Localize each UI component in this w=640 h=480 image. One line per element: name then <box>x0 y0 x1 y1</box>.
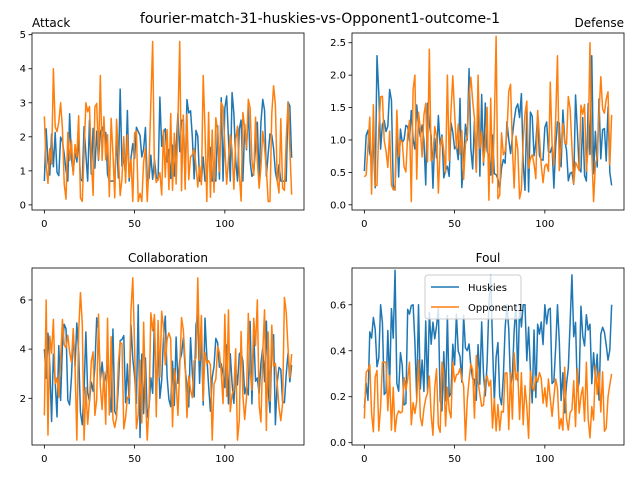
y-tick-label: 0.6 <box>330 300 346 311</box>
legend: Huskies Opponent1 <box>424 274 524 320</box>
y-tick-label: 1 <box>20 166 26 177</box>
series-line-opponent1-defense <box>363 35 613 203</box>
series-line-huskies-foul <box>363 269 613 414</box>
axes-frame <box>351 267 625 446</box>
axes-frame <box>31 32 305 211</box>
series-line-opponent1-attack <box>43 40 293 203</box>
subplot-foul: 0 50 100 0.0 0.2 0.4 0.6 Foul <box>330 251 625 465</box>
y-tick-label: 2.5 <box>330 38 346 49</box>
x-tick-label: 0 <box>361 219 367 230</box>
x-tick-label: 50 <box>448 219 461 230</box>
legend-box <box>424 274 522 320</box>
y-tick-label: 1.0 <box>330 135 346 146</box>
y-tick-label: 2.0 <box>330 71 346 82</box>
y-tick-label: 2 <box>20 394 26 405</box>
x-tick-label: 100 <box>535 219 554 230</box>
series-line-huskies-collaboration <box>43 304 293 439</box>
y-tick-label: 6 <box>20 295 26 306</box>
legend-label-opponent1: Opponent1 <box>468 303 524 314</box>
subplot-title-attack: Attack <box>32 16 70 30</box>
series-line-opponent1-foul <box>363 352 613 442</box>
subplot-attack: 0 50 100 0 1 2 3 4 5 Attack <box>20 16 305 230</box>
y-tick-label: 0.0 <box>330 438 346 449</box>
subplot-defense: 0 50 100 0.0 0.5 1.0 1.5 2.0 2.5 Defense <box>330 16 625 230</box>
x-tick-label: 0 <box>361 454 367 465</box>
y-tick-label: 0.2 <box>330 392 346 403</box>
series-line-opponent1-collaboration <box>43 277 293 441</box>
x-tick-label: 100 <box>215 454 234 465</box>
subplot-title-collaboration: Collaboration <box>128 251 208 265</box>
y-tick-label: 4 <box>20 345 26 356</box>
y-tick-label: 0 <box>20 200 26 211</box>
x-tick-label: 50 <box>128 454 141 465</box>
y-tick-label: 4 <box>20 64 26 75</box>
figure-suptitle: fourier-match-31-huskies-vs-Opponent1-ou… <box>140 11 500 27</box>
y-tick-label: 0.4 <box>330 346 346 357</box>
x-tick-label: 50 <box>448 454 461 465</box>
x-tick-label: 0 <box>41 454 47 465</box>
subplot-collaboration: 0 50 100 2 4 6 Collaboration <box>20 251 305 465</box>
y-tick-label: 3 <box>20 98 26 109</box>
x-tick-label: 50 <box>128 219 141 230</box>
y-tick-label: 5 <box>20 30 26 41</box>
subplot-title-defense: Defense <box>575 16 624 30</box>
x-tick-label: 100 <box>535 454 554 465</box>
y-tick-label: 1.5 <box>330 103 346 114</box>
y-tick-label: 0.0 <box>330 200 346 211</box>
axes-frame <box>31 267 305 446</box>
legend-label-huskies: Huskies <box>468 283 507 294</box>
y-tick-label: 0.5 <box>330 168 346 179</box>
x-tick-label: 0 <box>41 219 47 230</box>
subplot-title-foul: Foul <box>476 251 501 265</box>
y-tick-label: 2 <box>20 132 26 143</box>
x-tick-label: 100 <box>215 219 234 230</box>
axes-frame <box>351 32 625 211</box>
